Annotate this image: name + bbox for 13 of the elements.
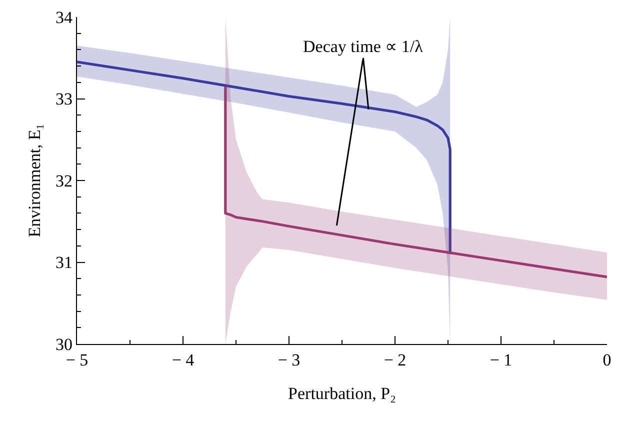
- y-axis-title: Environment, E₁: [25, 124, 44, 238]
- x-tick-label: − 2: [384, 350, 406, 370]
- line-series: [224, 85, 607, 278]
- x-tick-label: − 3: [278, 350, 300, 370]
- annotation: Decay time ∝ 1/λ: [303, 37, 424, 56]
- y-tick-label: 32: [56, 171, 72, 190]
- y-tick-label: 33: [56, 90, 72, 109]
- x-tick-label: − 4: [172, 350, 195, 370]
- x-tick-label: 0: [602, 350, 612, 370]
- y-tick-label: 31: [56, 253, 72, 272]
- y-tick-label: 34: [56, 8, 73, 27]
- x-axis-title: Perturbation, P₂: [288, 384, 396, 403]
- x-tick-label: − 1: [490, 350, 512, 370]
